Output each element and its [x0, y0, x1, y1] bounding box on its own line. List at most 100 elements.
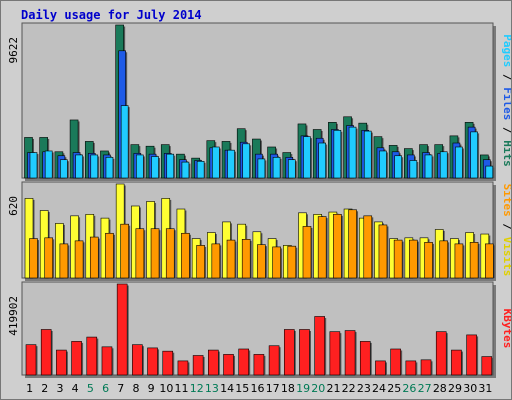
day-label: 4: [72, 382, 79, 395]
day-label: 25: [387, 382, 401, 395]
kbytes-bar: [283, 329, 295, 376]
kbytes-bar: [253, 354, 265, 376]
sites-bar: [150, 228, 160, 279]
sites-bar: [485, 243, 494, 279]
sites-bar: [409, 239, 418, 279]
kbytes-bar: [344, 330, 356, 376]
sites-bar: [378, 224, 388, 279]
kbytes-bar: [435, 331, 447, 376]
day-label: 10: [159, 382, 173, 395]
day-label: 31: [478, 382, 492, 395]
pages-bar: [318, 142, 326, 179]
day-label: 24: [372, 382, 386, 395]
kbytes-bar: [116, 283, 128, 376]
kbytes-bar: [162, 350, 174, 376]
kbytes-bar: [481, 356, 493, 376]
sites-bar: [74, 240, 84, 279]
legend-sep: /: [501, 217, 511, 237]
kbytes-bar: [177, 360, 189, 376]
pages-bar: [75, 154, 83, 179]
sites-bar: [105, 232, 114, 279]
sites-bar: [333, 214, 342, 279]
visits-ymax-label: 620: [7, 196, 20, 216]
pages-bar: [287, 159, 296, 179]
day-label: 21: [326, 382, 340, 395]
day-label: 26: [402, 382, 416, 395]
pages-bar: [439, 151, 448, 179]
pages-bar: [242, 143, 251, 179]
pages-bar: [363, 130, 372, 179]
kbytes-bar: [208, 349, 219, 376]
day-label: 19: [296, 382, 310, 395]
pages-bar: [120, 105, 129, 179]
visits-bar: [24, 198, 34, 279]
kbytes-bar: [238, 348, 250, 376]
kbytes-bar: [329, 331, 341, 376]
day-label: 7: [117, 382, 124, 395]
kbytes-bar: [25, 344, 37, 376]
pages-bar: [105, 157, 114, 179]
pages-bar: [196, 161, 205, 179]
legend-sep: /: [501, 67, 511, 87]
sites-bar: [29, 238, 38, 279]
kbytes-bar: [405, 360, 417, 376]
sites-bar: [241, 239, 251, 279]
sites-bar: [439, 240, 449, 279]
legend-files: Files: [501, 87, 511, 120]
day-label: 8: [132, 382, 139, 395]
pages-bar: [455, 146, 463, 179]
kbytes-bar: [56, 349, 67, 376]
hits-ymax-label: 9622: [7, 37, 20, 64]
kbytes-bar: [466, 334, 477, 376]
day-label: 3: [56, 382, 63, 395]
sites-bar: [257, 244, 266, 279]
sites-bar: [424, 242, 433, 279]
day-label: 28: [433, 382, 447, 395]
pages-bar: [303, 136, 311, 179]
kbytes-bar: [101, 346, 113, 376]
sites-bar: [287, 245, 297, 279]
pages-bar: [272, 157, 281, 179]
pages-bar: [60, 159, 68, 179]
sites-bar: [272, 246, 281, 279]
sites-bar: [211, 243, 221, 279]
day-label: 15: [235, 382, 249, 395]
kbytes-bar: [390, 348, 401, 376]
day-label: 17: [266, 382, 280, 395]
sites-bar: [363, 215, 373, 279]
legend-sep: /: [501, 120, 511, 140]
pages-bar: [409, 160, 418, 179]
sites-bar: [196, 245, 205, 279]
sites-bar: [135, 228, 145, 279]
legend-sites: Sites: [501, 184, 511, 217]
sites-bar: [393, 239, 403, 279]
day-label: 5: [87, 382, 94, 395]
day-label: 18: [281, 382, 295, 395]
day-label: 29: [448, 382, 462, 395]
day-label: 16: [251, 382, 265, 395]
pages-bar: [151, 156, 159, 179]
sites-bar: [181, 232, 190, 279]
day-label: 20: [311, 382, 325, 395]
day-label: 6: [102, 382, 109, 395]
pages-bar: [227, 149, 235, 179]
legend: Pages / Files / Hits: [501, 34, 511, 167]
kbytes-bar: [132, 344, 143, 376]
day-label: 11: [175, 382, 189, 395]
sites-bar: [44, 237, 53, 279]
day-label: 12: [190, 382, 204, 395]
day-label: 27: [418, 382, 432, 395]
legend-visits: Visits: [501, 237, 511, 277]
pages-bar: [166, 153, 175, 179]
pages-bar: [485, 165, 494, 179]
kbytes-ymax-label: 419902: [7, 296, 20, 336]
sites-bar: [302, 226, 312, 279]
kbytes-bar: [192, 355, 204, 376]
pages-bar: [29, 152, 38, 179]
legend-pages: Pages: [501, 34, 511, 67]
sites-bar: [454, 243, 464, 279]
sites-bar: [89, 236, 99, 279]
day-label: 9: [148, 382, 155, 395]
